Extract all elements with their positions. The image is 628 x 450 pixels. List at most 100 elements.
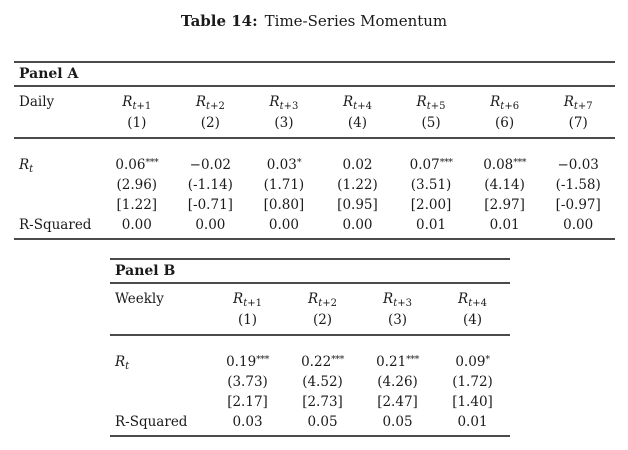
coefficient-cell: 0.21*** [376, 353, 419, 370]
math-var: Rt+4 [458, 291, 487, 309]
math-var: Rt [115, 354, 130, 372]
bracket-stat-cell: [2.00] [410, 197, 452, 213]
bracket-stat-cell: [0.95] [337, 197, 378, 213]
significance-stars: * [296, 156, 302, 168]
coefficient-cell: 0.06*** [115, 156, 159, 173]
panel-label: Panel A [14, 62, 615, 87]
panel-a: Panel A Daily Rt+1 Rt+2 Rt+3 Rt+4 Rt+5 Rt+6 Rt+7… [14, 61, 628, 240]
panel-label: Panel B [110, 259, 510, 284]
math-var: Rt+1 [233, 291, 262, 309]
r-squared-cell: 0.00 [195, 217, 226, 233]
coefficient-cell: 0.19*** [226, 353, 269, 370]
column-header-variable: Rt+4 [435, 283, 510, 310]
bracket-stat-cell: [2.47] [377, 394, 418, 410]
r-squared-label: R-Squared [115, 414, 188, 430]
r-squared-cell: 0.00 [121, 217, 152, 233]
t-stat-cell: (3.73) [227, 374, 268, 390]
coefficient-cell: 0.07*** [409, 156, 453, 173]
bracket-stat-cell: [1.40] [452, 394, 493, 410]
column-header-number: (6) [467, 113, 542, 139]
coefficient-cell: −0.03 [557, 157, 599, 173]
panel-label-row: Panel A [14, 62, 615, 87]
bracket-stat-row: [2.17] [2.73] [2.47] [1.40] [110, 392, 510, 412]
column-header-number: (4) [320, 113, 395, 139]
r-squared-cell: 0.01 [416, 217, 447, 233]
bracket-stat-row: [1.22] [-0.71] [0.80] [0.95] [2.00] [2.97] [-0… [14, 195, 615, 215]
header-variable-row: Daily Rt+1 Rt+2 Rt+3 Rt+4 Rt+5 Rt+6 Rt+7 [14, 86, 615, 113]
frequency-label: Daily [19, 94, 55, 110]
t-stat-cell: (3.51) [410, 177, 452, 193]
r-squared-row: R-Squared 0.00 0.00 0.00 0.00 0.01 0.01 0.00 [14, 215, 615, 239]
header-number-row: (1) (2) (3) (4) [110, 310, 510, 336]
t-stat-cell: (4.14) [484, 177, 525, 193]
predictor-label: Rt [14, 155, 100, 175]
column-header-number: (1) [100, 113, 174, 139]
r-squared-cell: 0.05 [382, 414, 413, 430]
significance-stars: *** [145, 156, 159, 168]
math-var: Rt+3 [269, 94, 299, 112]
column-header-variable: Rt+4 [321, 86, 395, 113]
math-var: Rt+7 [563, 94, 593, 112]
column-header-number: (2) [173, 113, 248, 139]
column-header-variable: Rt+7 [541, 86, 615, 113]
panel-label-row: Panel B [110, 259, 510, 284]
r-squared-cell: 0.05 [307, 414, 338, 430]
column-header-number: (7) [541, 113, 615, 139]
column-header-variable: Rt+1 [210, 283, 285, 310]
significance-stars: *** [439, 156, 453, 168]
bracket-stat-cell: [0.80] [263, 197, 305, 213]
coefficient-row: Rt 0.06*** −0.02 0.03* 0.02 0.07*** 0.08*** −0.… [14, 155, 615, 175]
bracket-stat-cell: [2.73] [302, 394, 343, 410]
t-stat-cell: (1.71) [263, 177, 305, 193]
math-var: Rt+2 [308, 291, 337, 309]
significance-stars: *** [406, 353, 419, 365]
column-header-variable: Rt+2 [285, 283, 360, 310]
t-stat-cell: (-1.58) [555, 177, 601, 193]
column-header-number: (3) [360, 310, 435, 336]
significance-stars: *** [513, 156, 526, 168]
column-header-variable: Rt+6 [468, 86, 542, 113]
t-stat-cell: (1.72) [452, 374, 493, 390]
regression-table: Panel A Daily Rt+1 Rt+2 Rt+3 Rt+4 Rt+5 Rt+6 Rt+7… [14, 61, 615, 240]
r-squared-cell: 0.01 [457, 414, 488, 430]
t-stat-row: (2.96) (-1.14) (1.71) (1.22) (3.51) (4.14) (-1… [14, 175, 615, 195]
t-stat-cell: (-1.14) [187, 177, 233, 193]
r-squared-cell: 0.03 [232, 414, 263, 430]
r-squared-cell: 0.01 [489, 217, 520, 233]
header-number-row: (1) (2) (3) (4) (5) (6) (7) [14, 113, 615, 139]
table-title-text: Time-Series Momentum [264, 12, 448, 30]
column-header-number: (2) [285, 310, 360, 336]
r-squared-cell: 0.00 [563, 217, 594, 233]
coefficient-cell: 0.02 [342, 157, 373, 173]
math-var: Rt [19, 157, 34, 175]
bracket-stat-cell: [2.97] [484, 197, 525, 213]
coefficient-cell: −0.02 [189, 157, 232, 173]
spacer-row [14, 138, 615, 155]
coefficient-cell: 0.03* [266, 156, 302, 173]
table-title: Table 14: Time-Series Momentum [0, 12, 628, 30]
column-header-variable: Rt+5 [394, 86, 468, 113]
math-var: Rt+2 [195, 94, 225, 112]
coefficient-cell: 0.09* [455, 353, 490, 370]
math-var: Rt+4 [342, 94, 372, 112]
math-var: Rt+5 [416, 94, 446, 112]
frequency-label: Weekly [115, 291, 164, 307]
t-stat-cell: (4.26) [377, 374, 418, 390]
significance-stars: *** [256, 353, 269, 365]
column-header-number: (4) [435, 310, 510, 336]
header-variable-row: Weekly Rt+1 Rt+2 Rt+3 Rt+4 [110, 283, 510, 310]
predictor-label: Rt [110, 352, 210, 372]
coefficient-cell: 0.08*** [483, 156, 526, 173]
paper-page: Table 14: Time-Series Momentum Panel A Dai… [0, 12, 628, 437]
bracket-stat-cell: [-0.97] [555, 197, 601, 213]
r-squared-label: R-Squared [19, 217, 92, 233]
t-stat-row: (3.73) (4.52) (4.26) (1.72) [110, 372, 510, 392]
r-squared-cell: 0.00 [268, 217, 299, 233]
bracket-stat-cell: [1.22] [116, 197, 158, 213]
t-stat-cell: (2.96) [116, 177, 158, 193]
significance-stars: *** [331, 353, 344, 365]
column-header-number: (3) [247, 113, 321, 139]
significance-stars: * [485, 353, 490, 365]
coefficient-row: Rt 0.19*** 0.22*** 0.21*** 0.09* [110, 352, 510, 372]
spacer-row [110, 335, 510, 352]
